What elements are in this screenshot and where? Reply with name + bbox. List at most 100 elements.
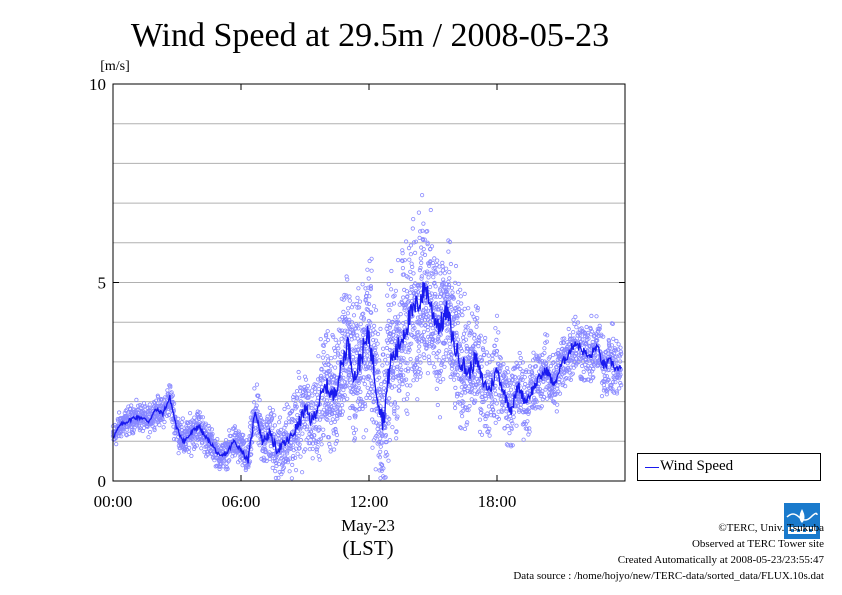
data-point-2488 [447,276,452,281]
data-point-2251 [421,329,427,334]
data-point-1959 [390,371,396,376]
data-point-2650 [464,422,469,427]
data-point-2048 [400,258,405,264]
data-point-981 [267,456,272,461]
data-point-1846 [378,444,383,449]
data-point-2484 [446,285,452,290]
data-point-1310 [320,378,325,383]
data-point-2474 [445,327,451,332]
data-point-953 [263,441,268,446]
data-point-1224 [306,391,311,396]
data-point-1733 [366,301,372,307]
data-point-2796 [483,413,488,419]
data-point-2231 [419,193,425,198]
data-point-3607 [613,379,618,385]
data-point-1014 [273,468,278,474]
data-point-2478 [446,249,451,254]
data-point-1591 [351,348,356,353]
data-point-2530 [451,296,456,301]
data-point-3364 [574,356,579,361]
data-point-1594 [351,313,357,318]
data-point-1861 [380,397,385,402]
data-point-562 [200,415,205,420]
data-point-1410 [332,410,337,416]
data-point-2851 [492,349,497,354]
data-point-2250 [421,337,427,342]
data-point-1602 [352,436,357,441]
data-point-1998 [395,366,400,371]
data-point-1407 [331,346,337,351]
data-point-3136 [537,353,543,358]
data-point-1483 [339,402,345,408]
data-point-1933 [387,382,393,387]
data-point-89 [125,427,130,432]
data-point-53 [119,434,124,439]
data-point-1993 [394,429,399,434]
data-point-1121 [290,462,295,467]
data-point-2925 [504,409,509,414]
data-point-3453 [588,378,593,384]
data-point-2126 [408,252,413,257]
data-point-3049 [523,369,529,375]
data-point-2533 [451,377,457,382]
data-point-2472 [445,335,450,340]
data-point-2516 [450,290,455,295]
data-point-2840 [490,356,495,362]
data-point-476 [187,445,192,450]
data-point-2429 [441,377,446,382]
data-point-1917 [386,421,391,426]
data-point-1415 [332,365,338,370]
data-point-270 [154,398,159,403]
data-point-2820 [487,394,492,399]
data-point-1530 [345,396,350,401]
data-point-2220 [418,371,423,376]
data-point-3000 [515,363,521,369]
data-point-1202 [303,447,308,452]
data-point-3524 [599,393,605,399]
data-point-1125 [290,443,295,448]
data-point-2044 [399,377,405,383]
data-point-2076 [403,302,408,307]
data-point-3614 [614,338,619,344]
data-point-507 [191,446,197,451]
data-point-2006 [395,257,401,263]
data-point-2261 [423,317,428,322]
data-point-2385 [436,306,441,312]
data-point-2632 [462,306,467,311]
data-point-2933 [505,423,510,429]
data-point-3182 [545,396,550,401]
data-point-1997 [395,364,400,369]
data-point-267 [153,422,158,427]
data-point-1843 [378,326,383,331]
data-point-2647 [464,405,469,410]
data-point-1278 [315,445,320,450]
data-point-2654 [465,420,470,425]
data-point-248 [150,419,155,424]
data-point-1350 [325,337,331,343]
data-point-306 [159,397,165,402]
data-point-2617 [460,335,466,340]
data-point-2300 [427,344,432,349]
data-point-1274 [314,449,319,454]
data-point-933 [259,424,265,429]
data-point-2976 [512,365,517,370]
data-point-64 [121,428,126,434]
data-point-2773 [479,432,485,437]
data-point-1972 [392,411,397,416]
data-point-575 [202,427,207,432]
data-point-2156 [411,334,417,340]
data-point-2218 [418,360,423,365]
copyright-text: ©TERC, Univ. Tsukuba [718,522,824,534]
data-point-2294 [426,354,431,359]
data-point-1522 [344,317,349,322]
data-point-1696 [362,401,367,406]
data-point-3152 [540,389,545,394]
data-point-2605 [459,348,464,354]
data-point-2297 [427,263,432,268]
data-point-905 [255,433,260,438]
data-point-1285 [316,354,321,359]
data-point-156 [135,403,141,408]
data-point-1379 [329,356,334,361]
data-point-2208 [417,366,422,372]
data-point-1300 [318,436,324,441]
